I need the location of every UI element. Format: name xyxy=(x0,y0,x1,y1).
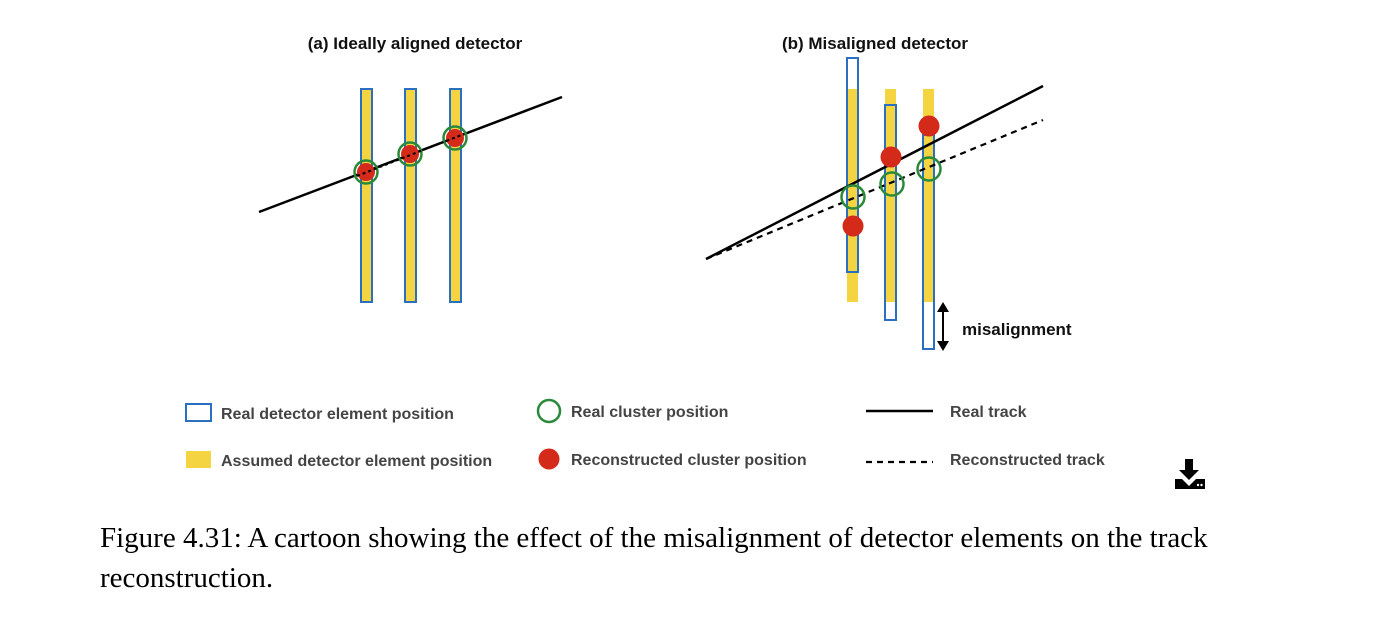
misalignment-label: misalignment xyxy=(962,320,1072,339)
real-element xyxy=(846,57,859,273)
panel-a-title: (a) Ideally aligned detector xyxy=(308,34,523,53)
legend: Real detector element position Assumed d… xyxy=(185,398,1105,470)
misalignment-arrow xyxy=(937,302,949,351)
real-cluster xyxy=(916,156,942,182)
real-element xyxy=(360,88,373,303)
legend-real-track-label: Real track xyxy=(950,404,1027,421)
assumed-element xyxy=(405,89,416,302)
assumed-element xyxy=(361,89,372,302)
reco-cluster xyxy=(842,215,864,237)
legend-reco-cluster-label: Reconstructed cluster position xyxy=(571,452,807,469)
legend-assumed-element-label: Assumed detector element position xyxy=(221,453,492,470)
legend-reco-cluster-swatch xyxy=(538,448,560,470)
legend-real-element-label: Real detector element position xyxy=(221,406,454,423)
legend-real-cluster-label: Real cluster position xyxy=(571,404,728,421)
assumed-element xyxy=(450,89,461,302)
reco-cluster xyxy=(357,163,375,181)
assumed-element xyxy=(847,89,858,302)
panel-b-title: (b) Misaligned detector xyxy=(782,34,968,53)
download-button[interactable] xyxy=(1172,456,1208,492)
legend-reco-track-label: Reconstructed track xyxy=(950,452,1105,469)
real-cluster xyxy=(397,141,423,167)
reco-cluster xyxy=(446,129,464,147)
assumed-element xyxy=(923,89,934,302)
panel-a-clusters xyxy=(353,125,468,185)
real-cluster xyxy=(840,184,866,210)
figure-caption: Figure 4.31: A cartoon showing the effec… xyxy=(100,522,1208,594)
legend-real-element-swatch xyxy=(185,403,212,422)
reco-cluster xyxy=(401,145,419,163)
legend-real-cluster-swatch xyxy=(536,398,562,424)
real-track xyxy=(705,84,1044,261)
real-element xyxy=(884,104,897,321)
reconstructed-track xyxy=(356,133,465,177)
panel-b-clusters xyxy=(840,115,942,237)
legend-assumed-element-swatch xyxy=(186,451,211,468)
panel-b: (b) Misaligned detector misalignment xyxy=(705,34,1072,351)
real-cluster xyxy=(353,159,379,185)
reco-cluster xyxy=(880,146,902,168)
real-cluster xyxy=(879,171,905,197)
download-icon xyxy=(1175,459,1205,489)
real-element xyxy=(404,88,417,303)
panel-a-elements xyxy=(360,88,462,303)
real-element xyxy=(449,88,462,303)
panel-a: (a) Ideally aligned detector xyxy=(258,34,563,303)
reconstructed-track xyxy=(705,118,1044,261)
real-cluster xyxy=(442,125,468,151)
reco-cluster xyxy=(918,115,940,137)
